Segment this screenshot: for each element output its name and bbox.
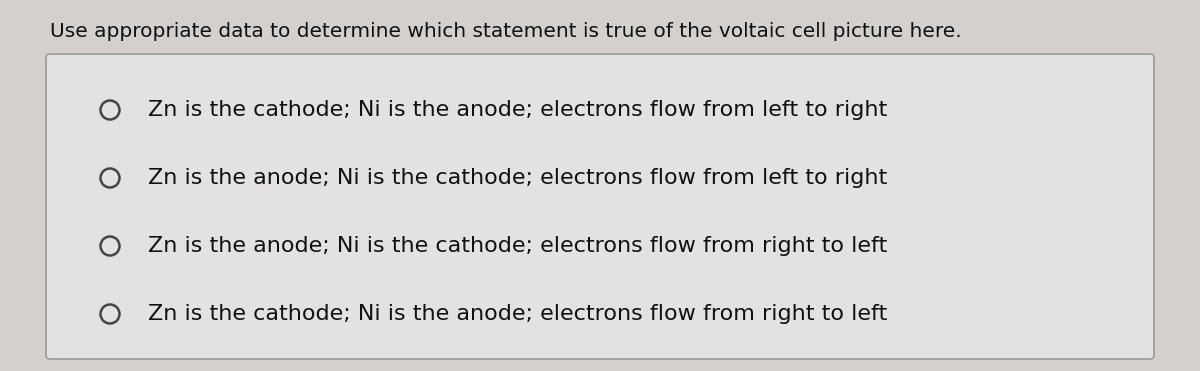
Text: Zn is the cathode; Ni is the anode; electrons flow from left to right: Zn is the cathode; Ni is the anode; elec… [148,100,887,120]
Text: Zn is the anode; Ni is the cathode; electrons flow from left to right: Zn is the anode; Ni is the cathode; elec… [148,168,887,188]
Text: Use appropriate data to determine which statement is true of the voltaic cell pi: Use appropriate data to determine which … [50,22,961,41]
Text: Zn is the anode; Ni is the cathode; electrons flow from right to left: Zn is the anode; Ni is the cathode; elec… [148,236,887,256]
FancyBboxPatch shape [46,54,1154,359]
Text: Zn is the cathode; Ni is the anode; electrons flow from right to left: Zn is the cathode; Ni is the anode; elec… [148,304,887,324]
